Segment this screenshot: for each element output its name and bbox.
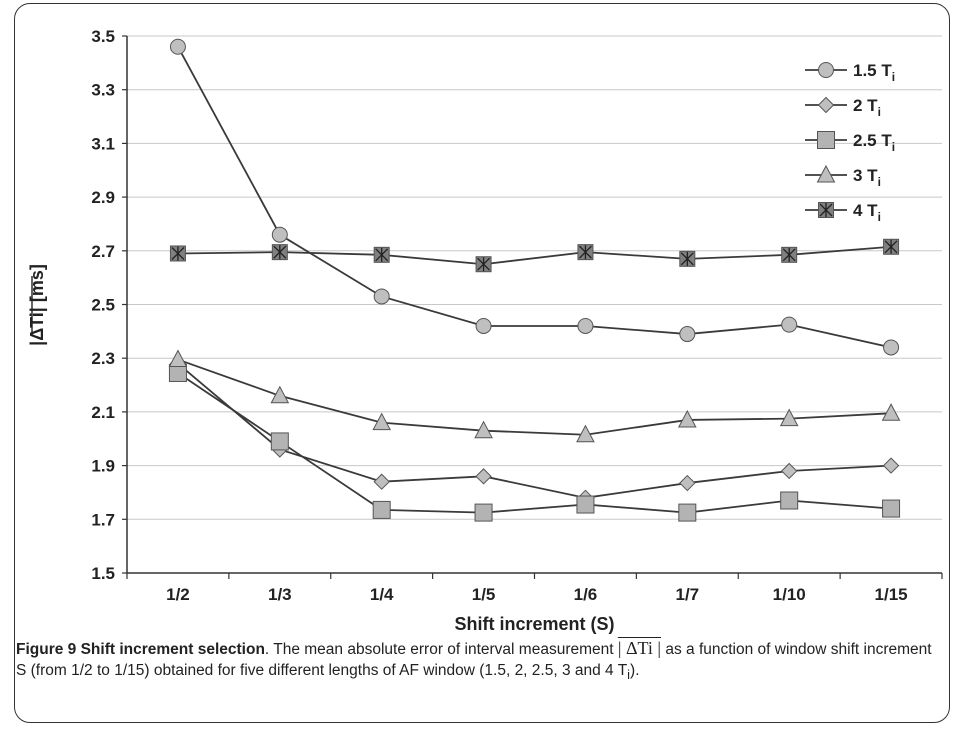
figure-frame	[14, 3, 950, 723]
legend-marker	[818, 202, 834, 218]
figure-caption: Figure 9 Shift increment selection. The …	[16, 638, 936, 685]
data-point-s1	[679, 474, 696, 492]
series-line-1	[177, 362, 892, 499]
series-line-0	[177, 46, 892, 349]
data-point-s2	[474, 503, 493, 522]
data-point-s1	[882, 457, 900, 474]
x-tick-label: 1/10	[773, 585, 806, 604]
data-point-s4	[883, 238, 900, 255]
caption-label: Figure 9 Shift increment selection	[16, 641, 265, 658]
x-axis-title: Shift increment (S)	[454, 614, 614, 634]
data-point-s0	[577, 317, 594, 334]
caption-text-2: as a function of window shift increment …	[16, 641, 932, 679]
data-point-s4	[781, 246, 798, 263]
series-line-2	[177, 372, 892, 514]
legend-label: 1.5 Ti	[853, 61, 895, 84]
x-tick-label: 1/3	[268, 585, 292, 604]
data-point-s3	[474, 420, 493, 439]
data-point-s3	[881, 403, 901, 421]
data-point-s3	[576, 424, 595, 443]
data-point-s1	[780, 462, 798, 480]
series-line-4	[177, 245, 892, 266]
data-point-s0	[169, 38, 186, 55]
legend-label: 2 Ti	[853, 96, 881, 119]
caption-text-1: . The mean absolute error of interval me…	[264, 641, 618, 658]
y-axis-title: |ΔTi| [ms]	[27, 264, 47, 346]
data-point-s2	[678, 503, 697, 522]
y-tick-label: 1.7	[91, 510, 115, 529]
y-tick-label: 2.5	[91, 296, 115, 315]
data-point-s1	[475, 468, 492, 485]
series-line-3	[177, 358, 892, 436]
data-point-s0	[679, 326, 696, 343]
caption-subscript: i	[627, 667, 631, 683]
caption-symbol: | ΔTi |	[617, 638, 662, 658]
legend-marker	[816, 164, 836, 183]
data-point-s2	[270, 432, 289, 451]
legend-marker	[817, 96, 835, 114]
x-tick-label: 1/4	[370, 585, 394, 604]
data-point-s2	[372, 500, 391, 519]
data-point-s0	[271, 226, 288, 243]
x-tick-label: 1/15	[875, 585, 908, 604]
data-point-s4	[373, 246, 390, 263]
data-point-s4	[169, 245, 186, 262]
legend-label: 4 Ti	[853, 201, 881, 224]
legend-label: 3 Ti	[853, 166, 881, 189]
caption-text-3: ).	[630, 662, 640, 679]
data-point-s0	[781, 316, 798, 333]
y-tick-label: 3.3	[91, 81, 115, 100]
data-point-s0	[373, 288, 390, 305]
data-point-s4	[271, 244, 288, 261]
line-chart: 1.5 1.7 1.9 2.1 2.3 2.5 2.7 2.9 3.1 3.3 3.5 1/2 1/3 1…	[27, 27, 943, 634]
data-point-s4	[475, 256, 492, 273]
y-tick-label: 1.9	[91, 457, 115, 476]
data-point-s3	[372, 412, 392, 431]
data-point-s2	[780, 491, 799, 510]
y-tick-label: 2.1	[91, 403, 115, 422]
y-tick-label: 3.5	[91, 27, 115, 46]
legend-label: 2.5 Ti	[853, 131, 895, 154]
legend-marker	[818, 62, 834, 78]
y-tick-label: 3.1	[91, 134, 115, 153]
y-tick-label: 2.3	[91, 349, 115, 368]
y-tick-label: 2.9	[91, 188, 115, 207]
x-tick-label: 1/6	[574, 585, 598, 604]
data-point-s4	[679, 250, 696, 267]
x-tick-label: 1/5	[472, 585, 496, 604]
data-point-s2	[882, 499, 901, 518]
x-tick-label: 1/7	[675, 585, 699, 604]
data-point-s0	[883, 339, 900, 356]
y-tick-label: 2.7	[91, 242, 115, 261]
data-point-s1	[373, 473, 390, 490]
y-tick-label: 1.5	[91, 564, 115, 583]
data-point-s3	[677, 409, 697, 428]
data-point-s3	[168, 349, 188, 368]
data-point-s0	[475, 317, 492, 334]
data-point-s2	[576, 495, 595, 514]
x-tick-label: 1/2	[166, 585, 190, 604]
data-point-s3	[779, 408, 799, 427]
data-point-s4	[577, 244, 594, 261]
legend-marker	[817, 131, 835, 149]
data-point-s3	[270, 385, 290, 404]
